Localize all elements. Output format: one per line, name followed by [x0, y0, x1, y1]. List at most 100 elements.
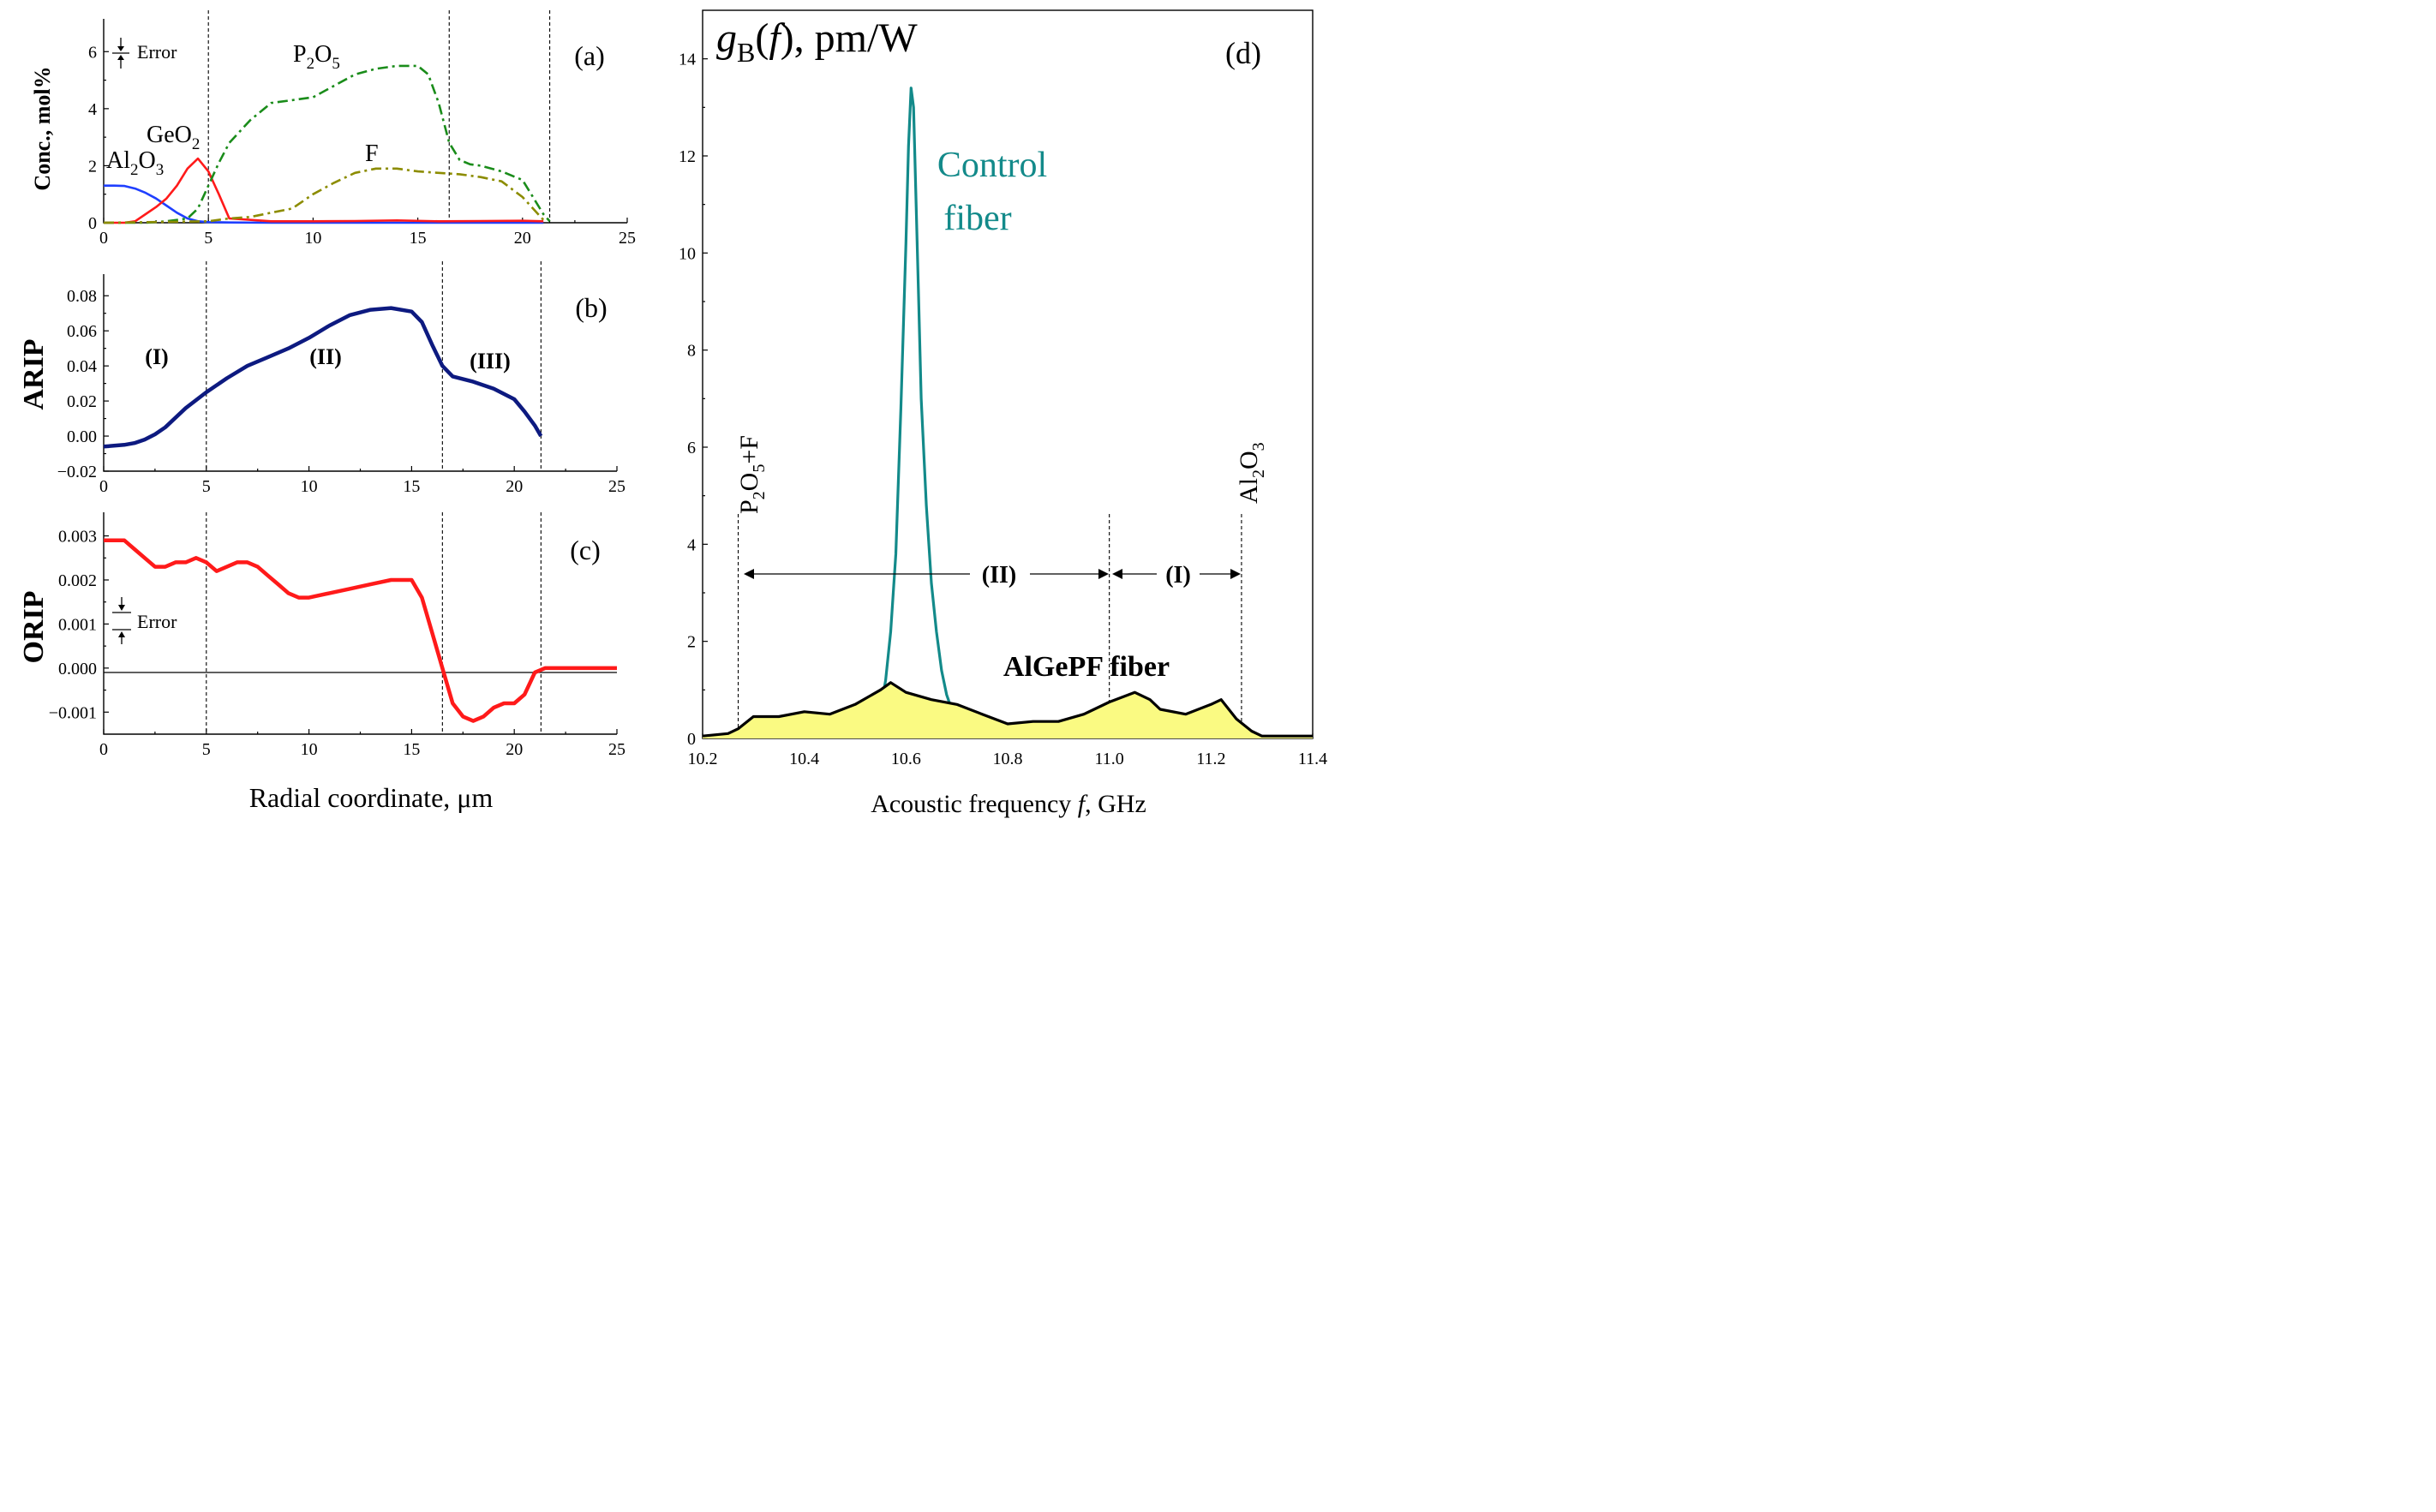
series-line-control-fiber [879, 87, 954, 710]
x-tick-label: 15 [410, 229, 427, 248]
y-tick-label: 0.04 [67, 357, 97, 376]
panel-a-error-bar [112, 38, 129, 69]
zone-label-ii: (II) [309, 344, 342, 369]
y-tick-label: 10 [679, 244, 696, 263]
control-fiber-label-line2: fiber [943, 199, 1011, 238]
x-tick-label: 5 [204, 229, 212, 248]
panel-c-error-label: Error [137, 611, 177, 632]
algepf-fiber-label: AlGePF fiber [1003, 651, 1170, 683]
y-tick-label: 4 [687, 535, 696, 554]
x-tick-label: 15 [403, 477, 420, 496]
series-line-arip [103, 306, 543, 449]
panel-d-ylabel: gB(f), pm/W [716, 15, 918, 68]
zone-boundary-lines [206, 10, 1242, 738]
y-tick-label: 0.000 [58, 660, 97, 678]
panel-a-error-label: Error [137, 41, 177, 63]
x-tick-label: 11.0 [1095, 750, 1124, 768]
x-tick-label: 0 [99, 477, 108, 496]
x-tick-label: 20 [506, 740, 523, 759]
x-tick-label: 0 [99, 229, 108, 248]
panel-b-series [103, 306, 543, 449]
x-tick-label: 5 [202, 477, 211, 496]
zone-label-i: (I) [145, 344, 168, 369]
x-tick-label: 10.2 [688, 750, 718, 768]
x-tick-label: 25 [608, 740, 625, 759]
panel-a-axes [103, 19, 627, 224]
x-tick-label: 10 [304, 229, 321, 248]
y-tick-label: 0.003 [58, 528, 97, 547]
x-tick-label: 11.4 [1298, 750, 1327, 768]
panel-c-error-bar [112, 597, 131, 644]
x-tick-label: 11.2 [1196, 750, 1225, 768]
y-tick-label: 4 [88, 100, 97, 119]
panel-a-ticks: 0 5 10 15 20 25 0 2 4 6 [88, 43, 636, 248]
y-tick-label: −0.02 [57, 463, 97, 481]
panel-a-ylabel: Conc., mol% [30, 66, 55, 190]
zone-label-d-ii: (II) [982, 562, 1016, 589]
y-tick-label: 0.00 [67, 427, 97, 446]
label-p2o5-plus-f: P2O5+F [735, 435, 769, 514]
y-tick-label: 6 [687, 439, 696, 457]
x-tick-label: 10.4 [789, 750, 819, 768]
label-geo2: GeO2 [147, 122, 200, 153]
y-tick-label: 2 [88, 157, 97, 176]
y-tick-label: 14 [679, 51, 696, 69]
x-tick-label: 15 [403, 740, 420, 759]
series-line-f [103, 167, 545, 224]
x-tick-label: 25 [608, 477, 625, 496]
zone-arrow-ii [744, 569, 1109, 579]
y-tick-label: 6 [88, 43, 97, 62]
zone-label-d-i: (I) [1165, 562, 1191, 589]
series-fill-algepf-fiber [703, 682, 1313, 738]
x-tick-label: 10.8 [993, 750, 1023, 768]
y-tick-label: 0 [88, 214, 97, 233]
panel-d-label: (d) [1225, 36, 1261, 70]
y-tick-label: 0.06 [67, 322, 97, 341]
panel-d-series [702, 87, 1313, 738]
zone-label-iii: (III) [470, 349, 511, 374]
panel-d-ticks: 10.2 10.4 10.6 10.8 11.0 11.2 11.4 0 2 4 6 8 10 12 14 [679, 51, 1327, 768]
panel-a-series [103, 64, 551, 224]
control-fiber-label-line1: Control [937, 146, 1047, 185]
series-line-p2o5 [104, 64, 551, 224]
panel-b-ticks: 0 5 10 15 20 25 −0.02 0.00 0.02 0.04 0.06 0.08 [57, 287, 625, 496]
x-tick-label: 10 [301, 477, 318, 496]
zone-arrow-i [1112, 569, 1241, 579]
panel-c-series [104, 538, 617, 723]
panel-a-label: (a) [574, 40, 605, 71]
x-tick-label: 10.6 [891, 750, 921, 768]
y-tick-label: 12 [679, 147, 696, 166]
label-al2o3-vertical: Al2O3 [1235, 442, 1268, 504]
label-f: F [365, 140, 379, 167]
panel-c-ylabel: ORIP [18, 591, 50, 664]
series-line-orip [104, 538, 617, 723]
label-al2o3: Al2O3 [106, 147, 164, 179]
y-tick-label: 0.02 [67, 392, 97, 411]
y-tick-label: 8 [687, 342, 696, 361]
panel-d-xlabel: Acoustic frequency f, GHz [871, 790, 1146, 818]
y-tick-label: 0 [687, 730, 696, 749]
x-tick-label: 10 [301, 740, 318, 759]
panel-c-axes [103, 512, 617, 735]
series-line-algepf-fiber [702, 681, 1313, 738]
y-tick-label: −0.001 [49, 703, 97, 722]
panel-b-ylabel: ARIP [18, 338, 50, 409]
y-tick-label: 2 [687, 633, 696, 652]
y-tick-label: 0.001 [58, 615, 97, 634]
x-tick-label: 0 [99, 740, 108, 759]
panel-b-label: (b) [575, 292, 607, 323]
series-line-al2o3 [104, 184, 544, 224]
series-line-geo2 [104, 157, 544, 224]
panel-c-label: (c) [570, 535, 601, 565]
label-p2o5: P2O5 [293, 41, 340, 73]
x-axis-title: Radial coordinate, μm [249, 782, 494, 813]
x-tick-label: 25 [619, 229, 636, 248]
panel-b-axes [103, 274, 617, 472]
x-tick-label: 5 [202, 740, 211, 759]
x-tick-label: 20 [506, 477, 523, 496]
y-tick-label: 0.08 [67, 287, 97, 306]
x-tick-label: 20 [514, 229, 531, 248]
panel-c-ticks: 0 5 10 15 20 25 −0.001 0.000 0.001 0.002 0.003 [49, 528, 625, 759]
y-tick-label: 0.002 [58, 571, 97, 590]
